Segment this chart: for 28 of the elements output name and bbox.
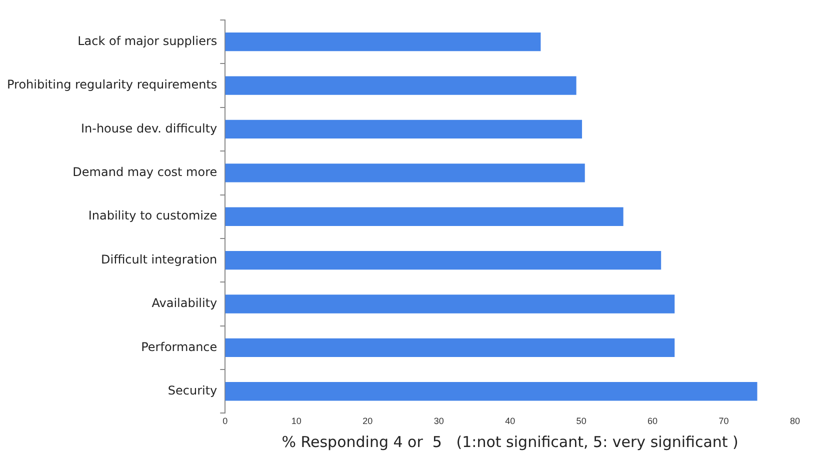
x-tick-label: 10 [291,416,302,426]
bar [225,294,675,314]
x-tick-label: 0 [222,416,228,426]
bar [225,164,585,182]
y-tick-label: Demand may cost more [72,165,218,180]
bar [225,250,662,270]
x-axis-title: % Responding 4 or 5 (1:not significant, 5: very significant ) [282,432,738,451]
x-tick-label: 60 [648,416,658,426]
bar [225,207,624,226]
x-tick-label: 70 [718,416,729,426]
x-tick-label: 80 [790,416,800,426]
y-tick-label: Difficult integration [100,252,218,266]
y-tick-label: Availability [152,296,218,310]
x-tick-label: 40 [505,416,516,426]
y-tick-label: In-house dev. difficulty [80,121,218,136]
y-tick-label: Lack of major suppliers [78,34,218,48]
bar [225,338,675,358]
y-tick-label: Inability to customize [88,208,218,223]
x-tick-label: 20 [362,416,373,426]
bar [225,382,758,401]
y-tick-label: Performance [141,340,218,354]
y-tick-label: Security [168,383,218,398]
bar [225,76,576,95]
bar [225,120,582,139]
x-tick-label: 50 [576,416,586,426]
y-tick-label: Prohibiting regularity requirements [6,78,218,92]
bar [225,32,541,52]
x-tick-label: 30 [434,416,444,426]
